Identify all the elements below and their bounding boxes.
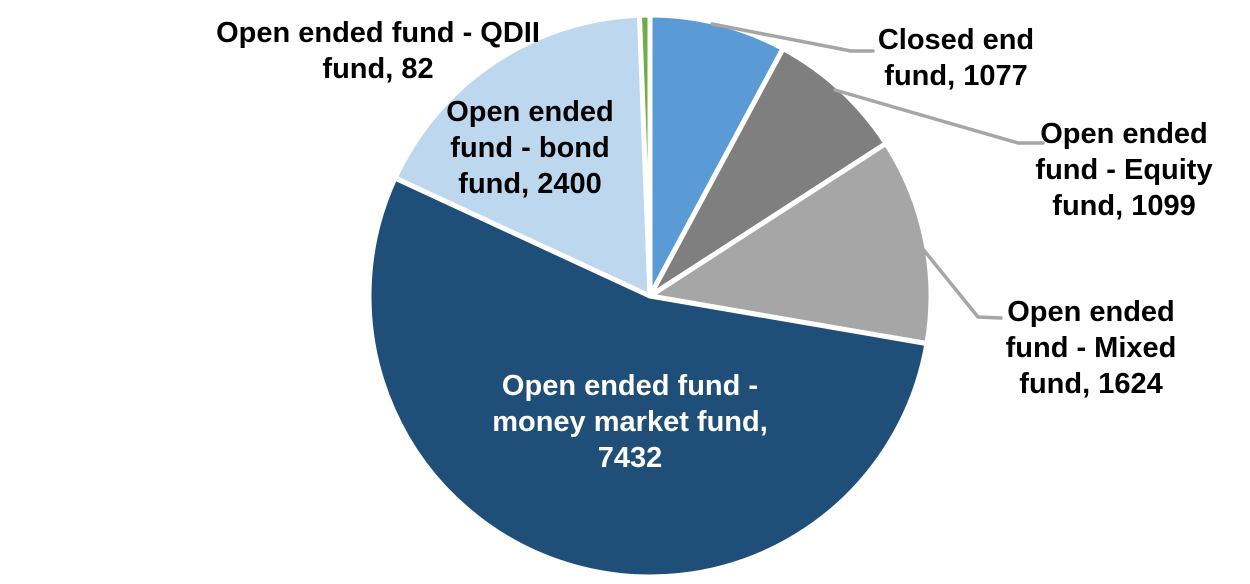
data-label-line: fund, 1077 xyxy=(884,60,1028,92)
data-label-line: fund, 1624 xyxy=(1019,368,1163,400)
data-label-equity-fund: Open ended fund - Equity fund, 1099 xyxy=(974,116,1250,224)
data-label-line: fund, 2400 xyxy=(458,168,602,200)
pie-slice-bond xyxy=(392,12,653,299)
leader-line-equity-fund xyxy=(833,88,1045,145)
leader-line-closed-end-fund xyxy=(710,22,875,53)
pie-slice-equity xyxy=(647,46,889,299)
data-label-line: Open ended fund - xyxy=(501,370,759,402)
data-label-line: fund, 1099 xyxy=(1052,190,1196,222)
data-label-line: fund - Equity xyxy=(1035,154,1213,186)
data-label-line: fund - bond xyxy=(450,132,610,164)
data-label-line: Open ended xyxy=(446,96,614,128)
data-label-money-market-fund: Open ended fund - money market fund, 743… xyxy=(450,368,810,476)
pie-slice-mixed xyxy=(647,140,934,347)
data-label-line: Open ended xyxy=(1007,296,1175,328)
data-label-line: Open ended fund - QDII xyxy=(216,17,540,49)
pie-slice-qdii xyxy=(636,12,653,299)
data-label-line: 7432 xyxy=(597,442,663,474)
pie-slices-group xyxy=(366,12,934,580)
data-label-line: Open ended xyxy=(1040,118,1208,150)
pie-slice-money_market xyxy=(366,175,930,580)
data-label-qdii-fund: Open ended fund - QDII fund, 82 xyxy=(178,15,578,87)
data-label-closed-end-fund: Closed end fund, 1077 xyxy=(806,22,1106,94)
data-label-line: fund - Mixed xyxy=(1005,332,1177,364)
data-label-line: Closed end xyxy=(877,24,1035,56)
data-label-line: fund, 82 xyxy=(322,53,434,85)
data-label-mixed-fund: Open ended fund - Mixed fund, 1624 xyxy=(941,294,1241,402)
leader-lines-group xyxy=(710,22,1045,320)
data-label-bond-fund: Open ended fund - bond fund, 2400 xyxy=(375,94,685,202)
leader-line-mixed-fund xyxy=(916,241,1003,320)
data-label-line: money market fund, xyxy=(492,406,768,438)
